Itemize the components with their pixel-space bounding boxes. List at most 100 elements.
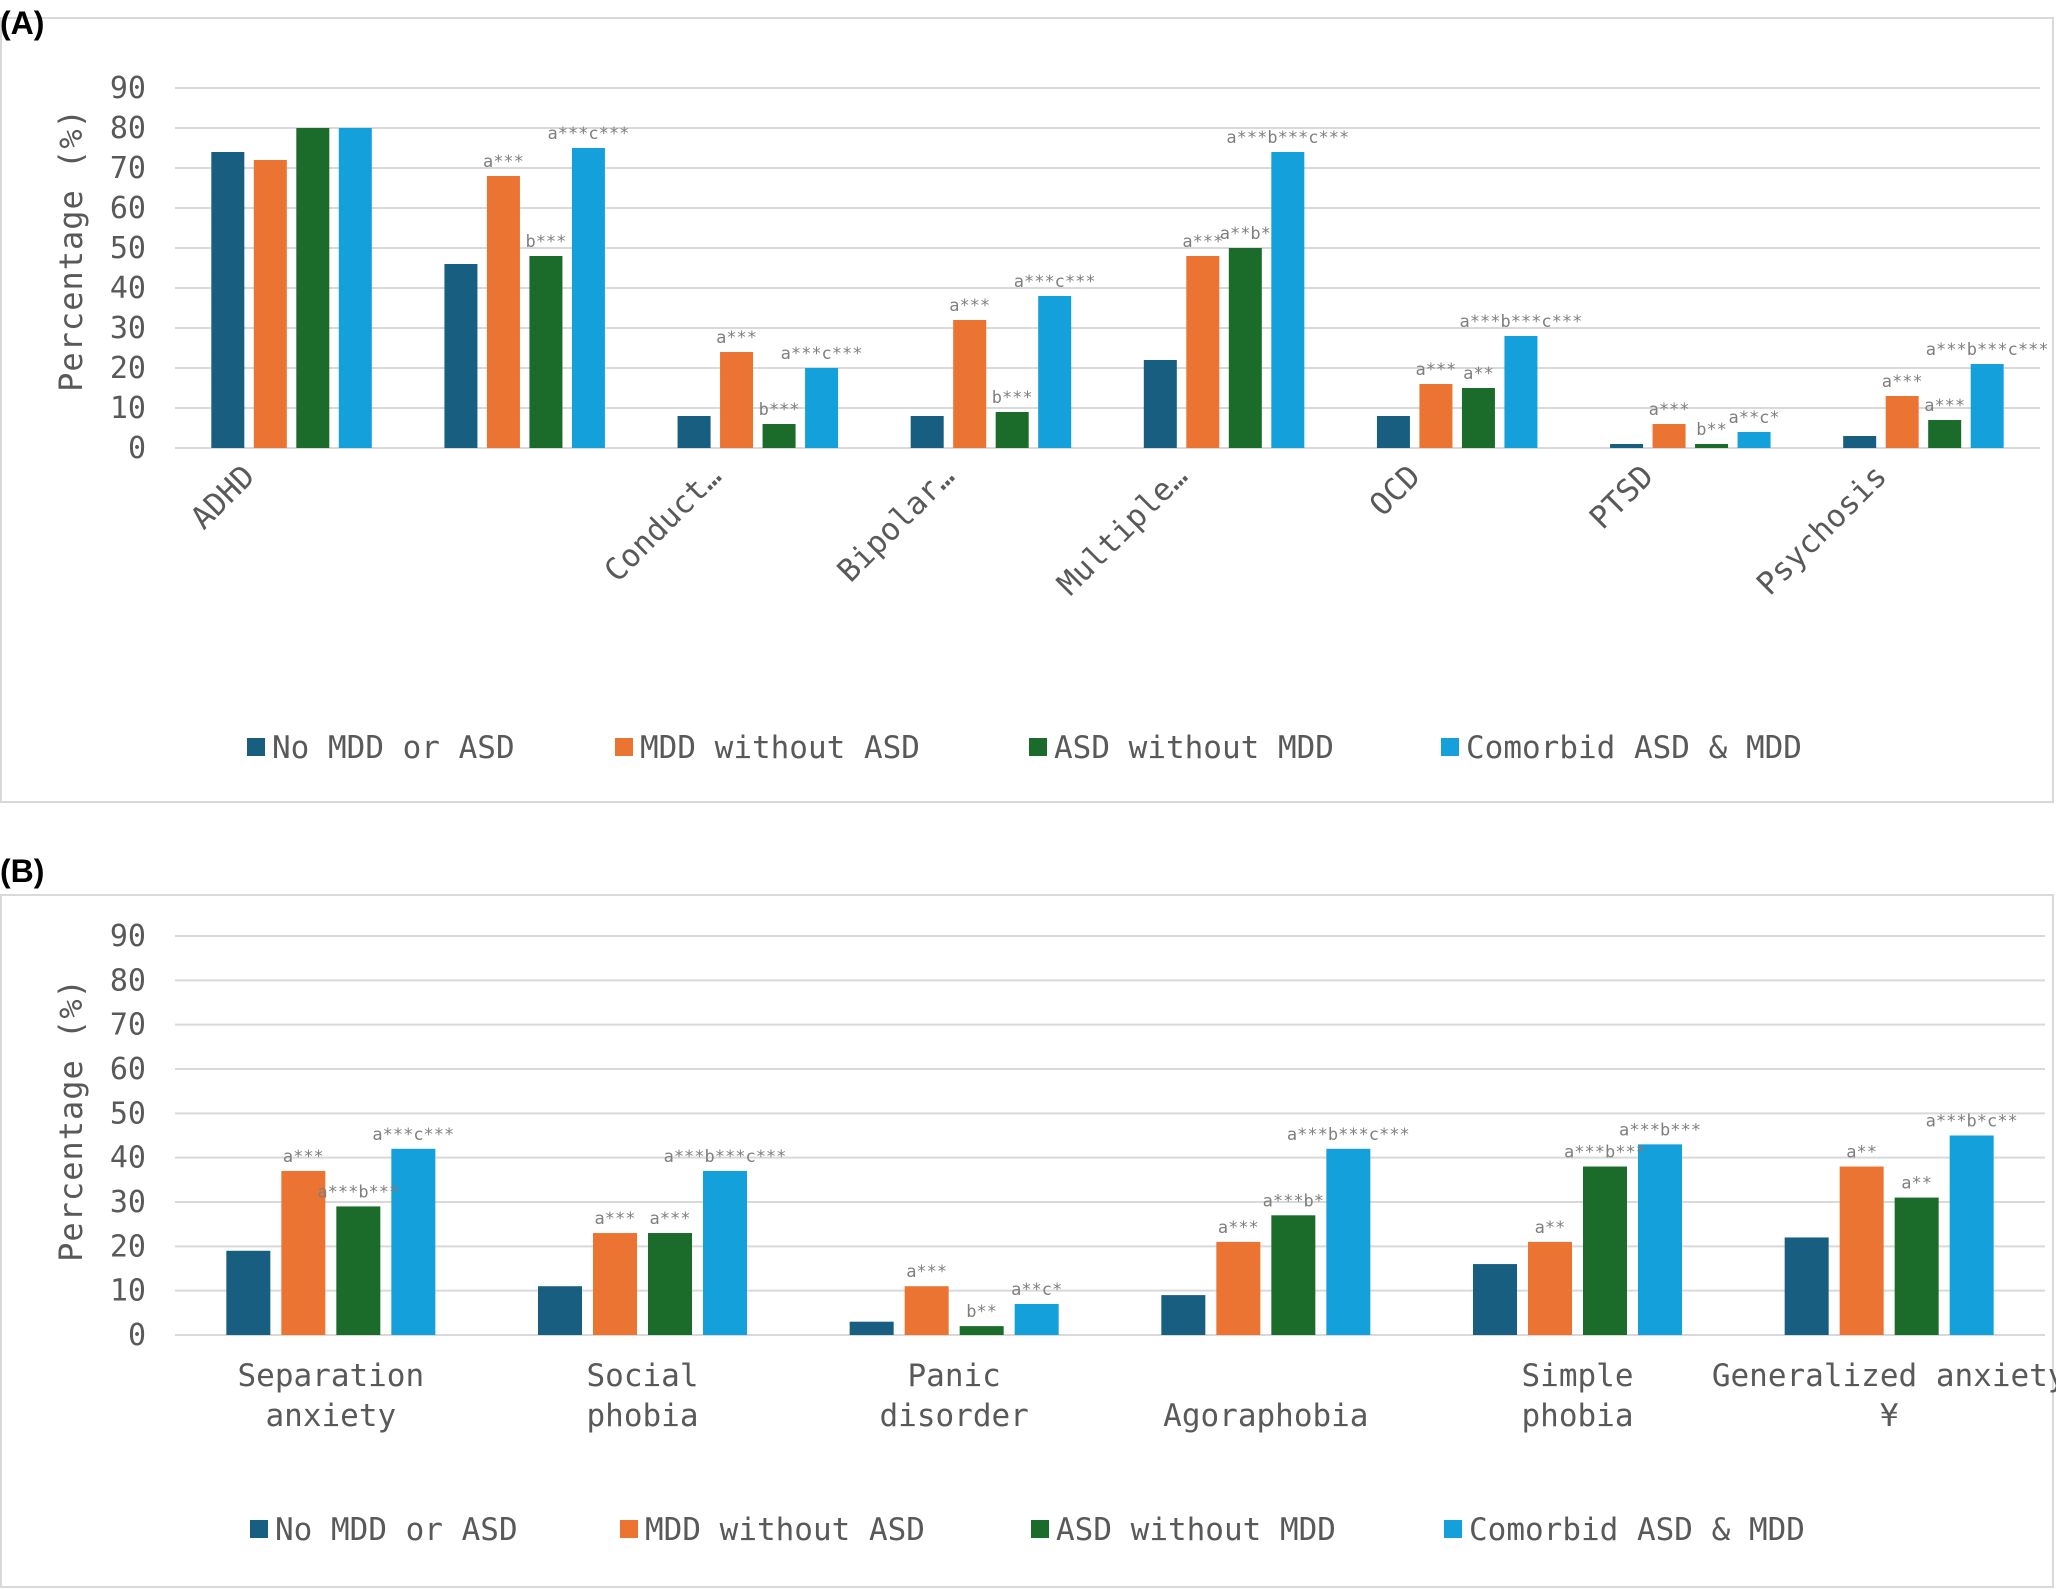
bar-7-3	[1970, 364, 2004, 448]
significance-label-2-2: b***	[759, 400, 800, 420]
bar-4-2	[1583, 1166, 1627, 1335]
significance-label-2-1: a***	[716, 328, 757, 348]
bar-5-1	[1839, 1166, 1884, 1335]
panel-b-legend-label-1: MDD without ASD	[645, 1512, 925, 1548]
panel-a-legend-swatch-3	[1441, 738, 1459, 756]
bar-7-1	[1885, 396, 1919, 448]
bar-0-3	[338, 128, 372, 448]
y-tick-label-5: 50	[110, 231, 146, 266]
panel-b-legend-label-2: ASD without MDD	[1056, 1512, 1336, 1548]
panel-a-label: (A)	[0, 5, 44, 41]
bar-1-2	[529, 256, 563, 448]
significance-label-6-2: b**	[1696, 420, 1727, 440]
panel-a-legend-label-3: Comorbid ASD & MDD	[1466, 730, 1802, 766]
panel-b: (B) 0 10 20 30 40 50 60 70 80 90 Percentage (%) a…	[0, 853, 2056, 1588]
y-tick-label-2: 20	[110, 1229, 146, 1264]
category-label-7: Psychosis	[1750, 458, 1894, 602]
y-tick-label-5: 50	[110, 1096, 146, 1131]
bar-1-0	[538, 1286, 582, 1335]
y-tick-label-4: 40	[110, 1141, 146, 1176]
y-tick-label-3: 30	[110, 1185, 146, 1220]
bar-4-3	[1638, 1144, 1682, 1335]
bar-5-1	[1419, 384, 1453, 448]
significance-label-2-3: a**c*	[1011, 1280, 1062, 1300]
bar-0-2	[296, 128, 330, 448]
significance-label-7-2: a***	[1924, 396, 1965, 416]
y-tick-label-1: 10	[110, 1274, 146, 1309]
bar-3-1	[953, 320, 987, 448]
panel-b-gridlines	[175, 935, 2045, 1336]
significance-label-5-3: a***b*c**	[1926, 1112, 2018, 1132]
significance-label-6-1: a***	[1649, 400, 1690, 420]
significance-label-3-3: a***b***c***	[1287, 1125, 1410, 1145]
significance-label-5-3: a***b***c***	[1460, 312, 1583, 332]
significance-label-2-1: a***	[906, 1262, 947, 1282]
bar-4-0	[1143, 360, 1177, 448]
panel-b-bars	[226, 1135, 1994, 1335]
bar-0-0	[226, 1250, 271, 1335]
panel-a-frame	[0, 17, 2054, 803]
bar-3-3	[1326, 1148, 1371, 1335]
significance-label-2-3: a***c***	[781, 344, 863, 364]
significance-label-5-1: a***	[1415, 360, 1456, 380]
panel-a: (A) 0 10 20 30 40 50 60 70 80 90 Percentage (%) a…	[0, 5, 2054, 803]
significance-label-1-3: a***b***c***	[664, 1147, 787, 1167]
y-tick-label-8: 80	[110, 963, 146, 998]
bar-4-3	[1271, 152, 1305, 448]
bar-1-3	[571, 148, 605, 448]
bar-7-0	[1843, 436, 1877, 448]
bar-6-1	[1652, 424, 1686, 448]
category-label-0: Separation anxiety	[238, 1358, 425, 1434]
bar-0-3	[391, 1148, 436, 1335]
bar-3-0	[1161, 1295, 1206, 1335]
bar-1-2	[648, 1233, 692, 1335]
y-tick-label-1: 10	[110, 391, 146, 426]
panel-b-legend-label-3: Comorbid ASD & MDD	[1469, 1512, 1805, 1548]
panel-a-legend-swatch-2	[1029, 738, 1047, 756]
y-tick-label-9: 90	[110, 71, 146, 106]
bar-1-3	[703, 1170, 747, 1335]
panel-b-legend: No MDD or ASD MDD without ASD ASD withou…	[250, 1512, 1805, 1548]
bar-5-3	[1949, 1135, 1994, 1335]
significance-label-3-2: a***b*	[1263, 1191, 1324, 1211]
significance-label-6-3: a**c*	[1728, 408, 1779, 428]
bar-3-2	[1271, 1215, 1316, 1335]
y-tick-label-6: 60	[110, 191, 146, 226]
y-tick-label-6: 60	[110, 1052, 146, 1087]
significance-label-3-1: a***	[1218, 1218, 1259, 1238]
bar-2-3	[1014, 1303, 1059, 1335]
panel-b-y-axis-label: Percentage (%)	[52, 978, 90, 1262]
bar-6-0	[1610, 444, 1644, 448]
significance-label-5-1: a**	[1846, 1143, 1877, 1163]
significance-label-7-3: a***b***c***	[1926, 340, 2049, 360]
bar-0-1	[253, 160, 287, 448]
bar-3-0	[910, 416, 944, 448]
significance-label-4-1: a**	[1535, 1218, 1566, 1238]
bar-2-1	[720, 352, 754, 448]
panel-a-legend-label-0: No MDD or ASD	[272, 730, 515, 766]
panel-a-legend-label-1: MDD without ASD	[640, 730, 920, 766]
panel-b-legend-swatch-0	[250, 1520, 268, 1538]
bar-4-2	[1228, 248, 1262, 448]
panel-b-y-ticks: 0 10 20 30 40 50 60 70 80 90	[110, 919, 146, 1353]
bar-6-3	[1737, 432, 1771, 448]
bar-1-1	[486, 176, 520, 448]
panel-a-legend-label-2: ASD without MDD	[1054, 730, 1334, 766]
category-label-4: Multiple…	[1050, 458, 1194, 602]
y-tick-label-0: 0	[128, 431, 146, 466]
significance-label-5-2: a**	[1463, 364, 1494, 384]
significance-label-7-1: a***	[1882, 372, 1923, 392]
significance-label-1-1: a***	[595, 1209, 636, 1229]
bar-7-2	[1928, 420, 1962, 448]
panel-a-bars	[211, 128, 2004, 448]
significance-label-1-2: b***	[525, 232, 566, 252]
significance-label-4-2: a***b***	[1564, 1143, 1646, 1163]
category-label-2: Conduct…	[597, 458, 728, 589]
panel-b-category-labels: Separation anxiety Social phobia Panic disord…	[238, 1358, 2056, 1434]
panel-b-annotations: a*** a***b*** a***c*** a*** a*** a***b***c***…	[283, 1112, 2018, 1323]
significance-label-3-1: a***	[949, 296, 990, 316]
bar-0-1	[281, 1170, 326, 1335]
category-label-0: ADHD	[184, 458, 262, 536]
significance-label-3-2: b***	[992, 388, 1033, 408]
panel-a-y-ticks: 0 10 20 30 40 50 60 70 80 90	[110, 71, 146, 466]
